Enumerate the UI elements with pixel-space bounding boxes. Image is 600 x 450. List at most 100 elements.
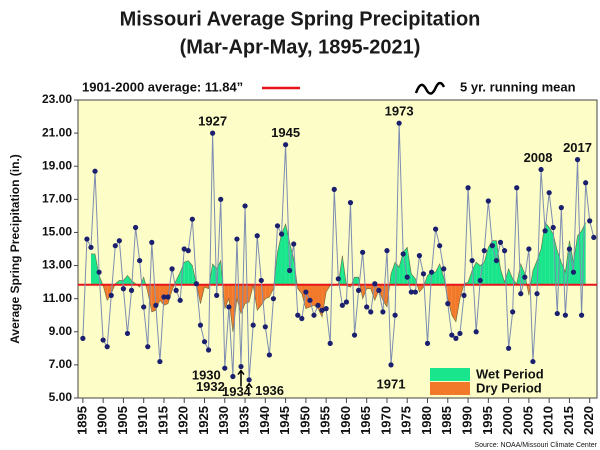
- data-point: [205, 347, 212, 353]
- data-point: [262, 324, 268, 330]
- y-tick-label: 15.00: [42, 225, 72, 239]
- x-tick-label: 1990: [459, 406, 474, 435]
- wet-area: [541, 222, 546, 285]
- data-point: [404, 274, 410, 280]
- data-point: [428, 269, 435, 275]
- data-point: [149, 239, 155, 245]
- data-point: [457, 330, 463, 337]
- data-point: [566, 246, 573, 252]
- dry-area: [163, 284, 169, 306]
- annotation: 1934: [222, 384, 252, 399]
- data-point: [574, 157, 581, 163]
- x-tick-label: 1950: [297, 406, 312, 435]
- data-point: [128, 287, 135, 293]
- x-tick-label: 1920: [176, 406, 191, 435]
- x-tick-label: 1940: [257, 406, 272, 435]
- wet-area: [277, 234, 282, 285]
- data-point: [497, 239, 504, 245]
- data-point: [587, 218, 593, 224]
- data-point: [145, 344, 151, 350]
- x-tick-label: 1935: [236, 406, 251, 435]
- y-axis-title: Average Spring Precipitation (in.): [8, 154, 22, 344]
- data-point: [169, 266, 175, 272]
- data-point: [372, 281, 378, 287]
- data-point: [453, 335, 459, 341]
- dry-area: [419, 284, 424, 293]
- data-point: [343, 299, 350, 305]
- wet-area: [411, 273, 416, 285]
- data-point: [441, 266, 447, 272]
- data-point: [100, 337, 106, 343]
- x-tick-label: 1980: [419, 406, 434, 435]
- wet-area: [127, 275, 132, 285]
- x-tick-label: 1910: [135, 406, 150, 435]
- data-point: [230, 373, 236, 380]
- data-point: [465, 185, 471, 191]
- wet-area: [508, 268, 513, 285]
- data-point: [311, 312, 317, 318]
- data-point: [477, 277, 483, 284]
- data-point: [368, 309, 374, 315]
- x-tick-label: 1985: [439, 406, 454, 435]
- data-point: [137, 257, 143, 264]
- data-point: [319, 307, 325, 313]
- x-tick-label: 1975: [399, 406, 414, 435]
- chart-title: Missouri Average Spring Precipitation: [120, 8, 481, 30]
- running-mean-legend-label: 5 yr. running mean: [460, 79, 576, 94]
- data-point: [323, 306, 329, 312]
- data-point: [396, 120, 402, 126]
- data-point: [420, 271, 427, 277]
- annotation-arrow: [237, 369, 245, 387]
- wet-area: [492, 240, 497, 285]
- dry-area: [447, 284, 452, 316]
- annotation: 1945: [271, 125, 300, 140]
- data-point: [355, 287, 362, 293]
- wet-area: [176, 272, 181, 285]
- data-point: [299, 315, 305, 322]
- wet-area: [281, 224, 286, 285]
- x-tick-label: 1905: [115, 406, 130, 435]
- annotation: 1927: [198, 114, 227, 129]
- x-tick-label: 2000: [500, 406, 515, 435]
- data-point: [538, 166, 544, 173]
- data-point: [201, 339, 208, 345]
- data-point: [157, 358, 163, 365]
- data-point: [469, 257, 475, 264]
- data-point: [364, 304, 370, 310]
- source-note: Source: NOAA/Missouri Climate Center: [474, 442, 597, 449]
- chart-subtitle: (Mar-Apr-May, 1895-2021): [180, 36, 421, 58]
- wet-area: [496, 240, 501, 285]
- data-point: [510, 309, 516, 315]
- data-point: [449, 332, 455, 338]
- wet-area: [435, 263, 440, 285]
- y-tick-label: 5.00: [49, 390, 73, 404]
- annotation: 1971: [377, 376, 406, 391]
- x-tick-label: 1895: [74, 406, 89, 435]
- data-point: [416, 253, 423, 259]
- dry-area: [451, 284, 456, 322]
- data-point: [287, 267, 293, 274]
- data-point: [518, 291, 524, 297]
- data-point: [562, 312, 568, 318]
- data-point: [493, 257, 500, 264]
- data-point: [384, 248, 390, 254]
- data-point: [197, 322, 204, 328]
- data-point: [412, 289, 418, 295]
- data-point: [291, 241, 297, 247]
- data-point: [546, 190, 552, 196]
- x-tick-label: 1930: [216, 406, 231, 435]
- wet-area: [188, 260, 193, 285]
- data-point: [210, 130, 216, 136]
- data-point: [481, 248, 487, 254]
- x-tick-label: 1995: [480, 406, 495, 435]
- data-point: [331, 186, 337, 192]
- data-point: [400, 251, 406, 257]
- wet-area: [184, 260, 189, 285]
- data-point: [327, 340, 333, 346]
- wet-area: [90, 253, 96, 285]
- data-point: [380, 309, 386, 315]
- data-point: [514, 185, 520, 191]
- dry-area: [265, 284, 270, 299]
- annotation: 1930: [192, 368, 221, 383]
